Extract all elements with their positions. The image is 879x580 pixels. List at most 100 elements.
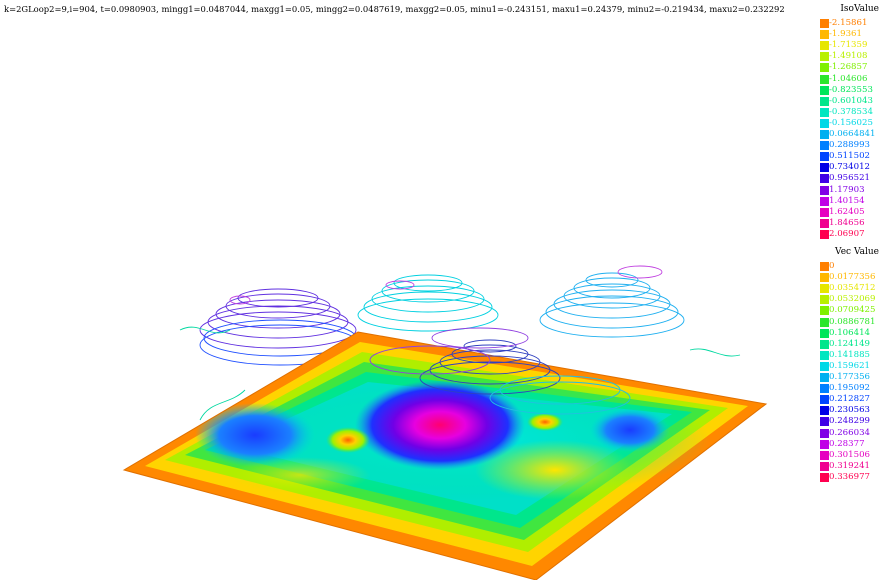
vec-legend-entry: 0.195092: [818, 383, 879, 394]
iso-legend-label: 2.06907: [829, 228, 865, 239]
iso-legend-entry: 1.17903: [818, 185, 879, 196]
vec-legend-label: 0.336977: [829, 471, 871, 482]
iso-legend-entry: -1.04606: [818, 74, 879, 85]
vec-legend-swatch: [820, 306, 829, 316]
iso-legend-swatch: [820, 85, 829, 95]
iso-legend-swatch: [820, 130, 829, 139]
iso-legend-entry: 0.288993: [818, 140, 879, 151]
vec-legend-label: 0.177356: [829, 372, 871, 382]
iso-legend-label: -0.156025: [829, 117, 873, 128]
iso-legend-title: IsoValue: [840, 4, 879, 14]
iso-legend-swatch: [820, 96, 829, 106]
iso-legend-label: -1.71359: [829, 40, 868, 51]
iso-legend-swatch: [820, 63, 829, 73]
vec-legend-label: 0.106414: [829, 327, 871, 338]
iso-legend-swatch: [820, 41, 829, 51]
vec-legend-swatch: [820, 339, 829, 349]
vec-legend-entry: 0.28377: [818, 439, 879, 450]
iso-legend-swatch: [820, 118, 829, 128]
vec-legend-swatch: [820, 428, 829, 438]
vec-legend-label: 0: [829, 261, 835, 271]
vec-legend-entry: 0.0709425: [818, 305, 879, 316]
vec-legend-swatch: [820, 450, 829, 460]
iso-legend-entry: 1.40154: [818, 196, 879, 207]
iso-legend-swatch: [820, 107, 829, 117]
iso-legend-label: -0.823553: [829, 84, 873, 95]
vec-legend-entry: 0.266034: [818, 428, 879, 439]
iso-legend-label: 0.0664841: [829, 129, 876, 139]
vec-legend-swatch: [820, 373, 829, 382]
iso-legend-entry: 0.0664841: [818, 129, 879, 140]
vec-legend-swatch: [820, 472, 829, 482]
vec-legend-swatch: [820, 395, 829, 405]
iso-legend-entry: -1.26857: [818, 62, 879, 73]
iso-legend-swatch: [820, 185, 829, 195]
iso-legend-swatch: [820, 19, 829, 28]
vec-legend-swatch: [820, 295, 829, 305]
vec-legend-entry: 0.124149: [818, 339, 879, 350]
vec-legend-label: 0.159621: [829, 360, 871, 371]
iso-legend-entry: 1.62405: [818, 207, 879, 218]
iso-legend-swatch: [820, 218, 829, 228]
vec-legend-swatch: [820, 406, 829, 416]
vec-legend-swatch: [820, 328, 829, 338]
vec-legend-swatch: [820, 439, 829, 449]
vec-legend-label: 0.230563: [829, 405, 871, 416]
vec-value-legend: Vec Value 0 0.0177356 0.0354712 0.0532069 0.…: [818, 247, 879, 487]
iso-legend-label: 0.956521: [829, 173, 871, 184]
contour-lines-front: [369, 327, 631, 415]
iso-legend-swatch: [820, 207, 829, 217]
iso-legend-entry: -0.601043: [818, 96, 879, 107]
vec-legend-label: 0.266034: [829, 427, 871, 438]
iso-legend-label: 0.734012: [829, 162, 871, 173]
iso-legend-swatch: [820, 229, 829, 239]
iso-legend-label: 0.288993: [829, 140, 871, 151]
vec-legend-label: 0.301506: [829, 449, 871, 460]
vec-legend-entry: 0.301506: [818, 450, 879, 461]
iso-legend-entry: 0.511502: [818, 151, 879, 162]
vec-legend-label: 0.0886781: [829, 316, 876, 327]
vec-legend-label: 0.0177356: [829, 272, 876, 283]
vec-legend-swatch: [820, 273, 829, 283]
iso-legend-label: 0.511502: [829, 151, 871, 162]
iso-legend-swatch: [820, 196, 829, 206]
vec-legend-entry: 0.212827: [818, 394, 879, 405]
vec-legend-swatch: [820, 350, 829, 360]
vec-legend-entry: 0.0886781: [818, 317, 879, 328]
vec-legend-entry: 0.0532069: [818, 294, 879, 305]
iso-legend-label: 1.84656: [829, 217, 865, 228]
vec-legend-label: 0.248299: [829, 416, 871, 427]
iso-legend-label: -1.26857: [829, 62, 868, 73]
iso-legend-label: -1.9361: [829, 29, 862, 40]
surface-plot: [122, 265, 768, 580]
vec-legend-label: 0.195092: [829, 383, 871, 394]
iso-legend-swatch: [820, 152, 829, 162]
vec-legend-entry: 0.141885: [818, 350, 879, 361]
iso-legend-entry: -0.823553: [818, 85, 879, 96]
iso-legend-entry: -1.71359: [818, 40, 879, 51]
iso-legend-swatch: [820, 74, 829, 84]
colored-plate: [122, 331, 768, 580]
iso-legend-swatch: [820, 30, 829, 40]
vec-legend-label: 0.319241: [829, 460, 871, 471]
vec-legend-label: 0.124149: [829, 338, 871, 349]
vec-legend-label: 0.28377: [829, 438, 865, 449]
vec-legend-entry: 0.159621: [818, 361, 879, 372]
vec-legend-entry: 0.177356: [818, 372, 879, 383]
iso-value-legend: IsoValue -2.15861 -1.9361 -1.71359 -1.49108…: [818, 4, 879, 244]
vec-legend-swatch: [820, 317, 829, 327]
iso-legend-entry: 1.84656: [818, 218, 879, 229]
vec-legend-swatch: [820, 284, 829, 294]
iso-legend-label: 1.40154: [829, 195, 865, 206]
vec-legend-entry: 0.230563: [818, 405, 879, 416]
contour-lines-back: [179, 265, 741, 421]
iso-legend-swatch: [820, 174, 829, 184]
vec-legend-label: 0.141885: [829, 349, 871, 360]
vec-legend-swatch: [820, 262, 829, 271]
iso-legend-label: -0.601043: [829, 95, 873, 106]
vec-legend-entry: 0.336977: [818, 472, 879, 483]
vec-legend-swatch: [820, 417, 829, 427]
iso-legend-swatch: [820, 52, 829, 62]
vec-legend-label: 0.212827: [829, 394, 871, 405]
iso-legend-swatch: [820, 141, 829, 151]
